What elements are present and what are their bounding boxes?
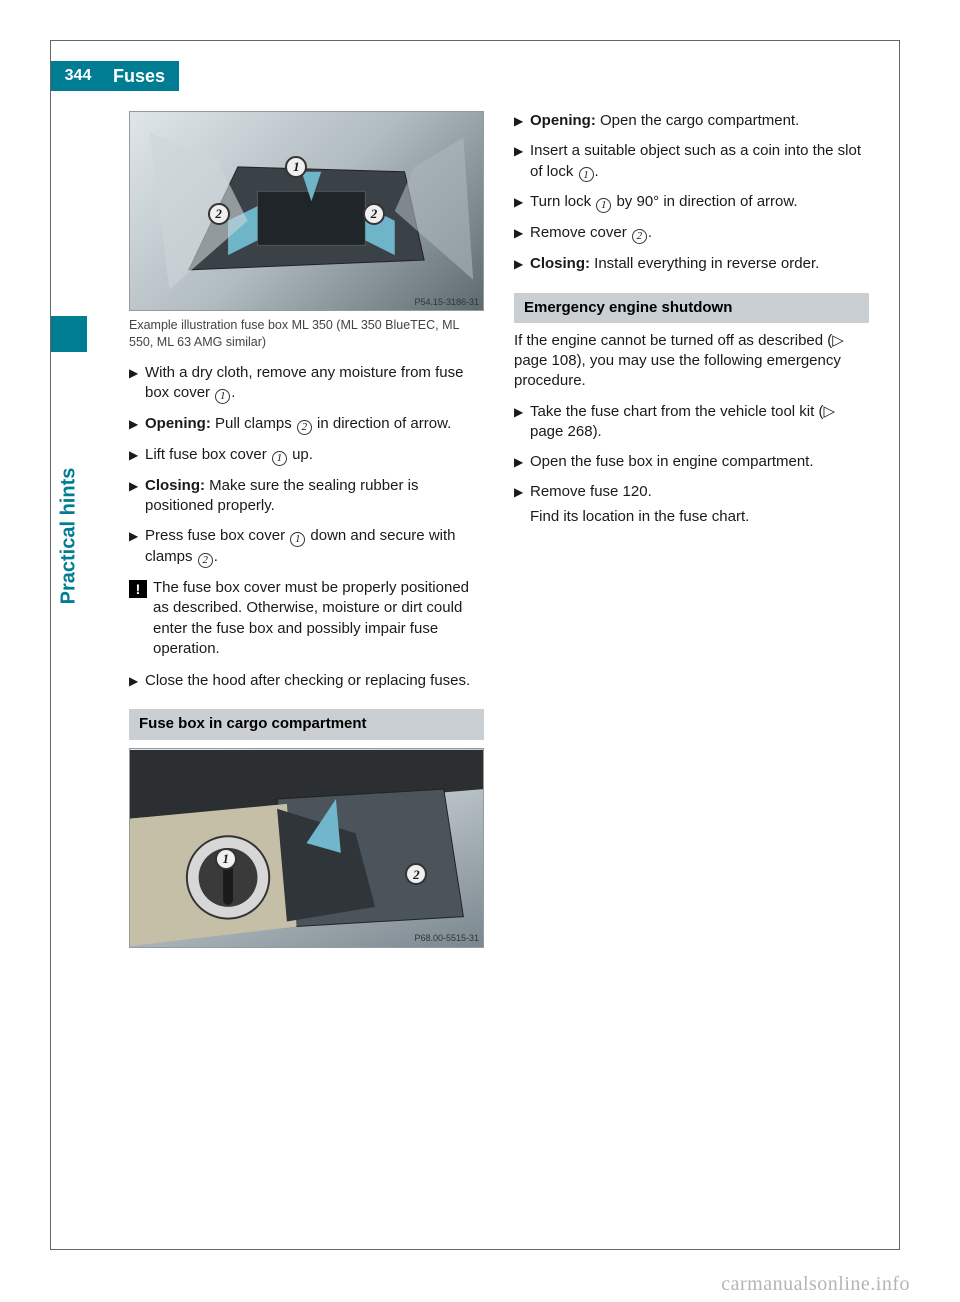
side-tab-label: Practical hints <box>58 468 81 605</box>
step: ▶ Opening: Pull clamps 2 in direction of… <box>129 414 484 435</box>
step: ▶ Closing: Install everything in reverse… <box>514 254 869 274</box>
step: ▶ With a dry cloth, remove any moisture … <box>129 363 484 404</box>
step-marker-icon: ▶ <box>514 482 530 527</box>
step-text: Turn lock 1 by 90° in direction of arrow… <box>530 192 869 213</box>
figure-caption: Example illustration fuse box ML 350 (ML… <box>129 317 484 351</box>
step: ▶ Remove fuse 120. Find its location in … <box>514 482 869 527</box>
emergency-intro: If the engine cannot be turned off as de… <box>514 331 869 392</box>
step-line: Remove fuse 120. <box>530 482 869 502</box>
notice-block: ! The fuse box cover must be properly po… <box>129 578 484 659</box>
figure-code: P54.15-3186-31 <box>414 296 479 308</box>
step-text: Take the fuse chart from the vehicle too… <box>530 402 869 443</box>
step: ▶ Closing: Make sure the sealing rubber … <box>129 476 484 517</box>
step: ▶ Press fuse box cover 1 down and secure… <box>129 526 484 568</box>
step-text: Lift fuse box cover 1 up. <box>145 445 484 466</box>
header-bar: 344 Fuses <box>51 61 179 91</box>
step-marker-icon: ▶ <box>129 445 145 466</box>
step-text: Closing: Make sure the sealing rubber is… <box>145 476 484 517</box>
manual-page: 344 Fuses Practical hints 1 2 2 <box>50 40 900 1250</box>
step-text: With a dry cloth, remove any moisture fr… <box>145 363 484 404</box>
step-marker-icon: ▶ <box>514 192 530 213</box>
callout-2b: 2 <box>363 203 385 225</box>
right-column: ▶ Opening: Open the cargo compartment. ▶… <box>514 111 869 1229</box>
page-title: Fuses <box>105 66 179 87</box>
step-marker-icon: ▶ <box>129 414 145 435</box>
step-marker-icon: ▶ <box>514 452 530 472</box>
step-marker-icon: ▶ <box>514 402 530 443</box>
step-marker-icon: ▶ <box>129 476 145 517</box>
figure-code: P68.00-5515-31 <box>414 932 479 944</box>
step-text: Opening: Pull clamps 2 in direction of a… <box>145 414 484 435</box>
step-text: Opening: Open the cargo compartment. <box>530 111 869 131</box>
watermark: carmanualsonline.info <box>721 1273 910 1296</box>
step-text: Close the hood after checking or replaci… <box>145 671 484 691</box>
step: ▶ Turn lock 1 by 90° in direction of arr… <box>514 192 869 213</box>
step-marker-icon: ▶ <box>129 363 145 404</box>
step-marker-icon: ▶ <box>514 254 530 274</box>
section-heading: Fuse box in cargo compartment <box>129 709 484 739</box>
step: ▶ Lift fuse box cover 1 up. <box>129 445 484 466</box>
figure-engine-fusebox: 1 2 2 P54.15-3186-31 <box>129 111 484 311</box>
side-tab: Practical hints <box>51 361 87 711</box>
content-area: 1 2 2 P54.15-3186-31 Example illustratio… <box>129 111 869 1229</box>
side-tab-marker <box>51 316 87 352</box>
step-marker-icon: ▶ <box>514 141 530 182</box>
step: ▶ Insert a suitable object such as a coi… <box>514 141 869 182</box>
step-text: Insert a suitable object such as a coin … <box>530 141 869 182</box>
step-text: Closing: Install everything in reverse o… <box>530 254 869 274</box>
step: ▶ Close the hood after checking or repla… <box>129 671 484 691</box>
figure-cargo-fusebox: 1 2 P68.00-5515-31 <box>129 748 484 948</box>
step-marker-icon: ▶ <box>514 111 530 131</box>
step: ▶ Open the fuse box in engine compartmen… <box>514 452 869 472</box>
step: ▶ Opening: Open the cargo compartment. <box>514 111 869 131</box>
section-heading: Emergency engine shutdown <box>514 293 869 323</box>
left-column: 1 2 2 P54.15-3186-31 Example illustratio… <box>129 111 484 1229</box>
step: ▶ Take the fuse chart from the vehicle t… <box>514 402 869 443</box>
step-text: Remove cover 2. <box>530 223 869 244</box>
warning-icon: ! <box>129 580 147 598</box>
step: ▶ Remove cover 2. <box>514 223 869 244</box>
step-text: Press fuse box cover 1 down and secure w… <box>145 526 484 568</box>
step-text: Open the fuse box in engine compartment. <box>530 452 869 472</box>
step-marker-icon: ▶ <box>514 223 530 244</box>
callout-2a: 2 <box>208 203 230 225</box>
step-marker-icon: ▶ <box>129 671 145 691</box>
step-marker-icon: ▶ <box>129 526 145 568</box>
engine-illustration <box>130 112 483 310</box>
step-subline: Find its location in the fuse chart. <box>530 507 869 527</box>
callout-1: 1 <box>215 848 237 870</box>
cargo-illustration <box>130 749 483 947</box>
page-number: 344 <box>51 61 105 91</box>
callout-1: 1 <box>285 156 307 178</box>
notice-text: The fuse box cover must be properly posi… <box>153 578 484 659</box>
step-text: Remove fuse 120. Find its location in th… <box>530 482 869 527</box>
